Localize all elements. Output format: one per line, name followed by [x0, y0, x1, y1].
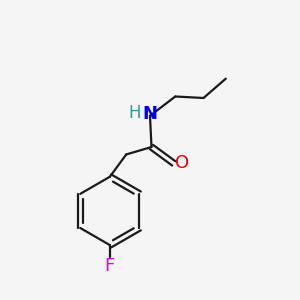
- Text: H: H: [128, 104, 141, 122]
- Text: F: F: [105, 257, 115, 275]
- Text: N: N: [142, 105, 158, 123]
- Text: O: O: [175, 154, 189, 172]
